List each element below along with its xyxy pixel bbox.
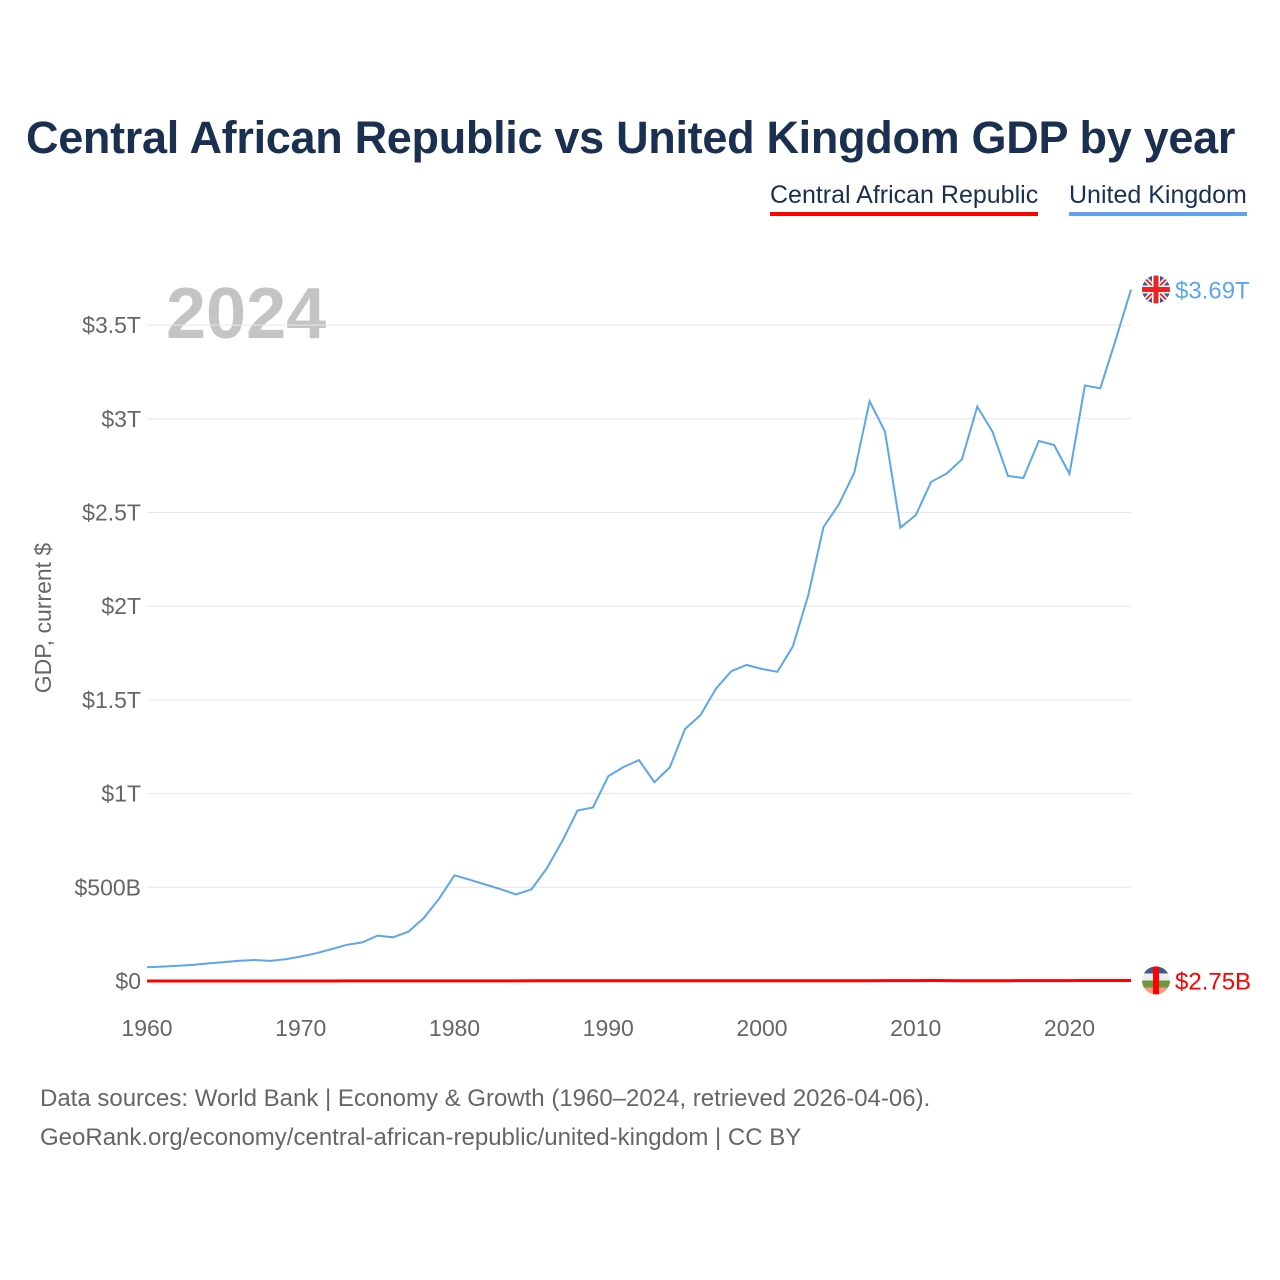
- y-tick-label: $0: [115, 968, 141, 994]
- y-tick-label: $1T: [101, 781, 141, 807]
- united-kingdom-flag-icon: [1142, 275, 1170, 304]
- series-line-united-kingdom: [146, 289, 1132, 969]
- y-tick-label: $2.5T: [82, 500, 141, 526]
- x-tick-label: 2010: [890, 1015, 941, 1041]
- series-line-central-african-republic: [147, 978, 1131, 983]
- source-link[interactable]: GeoRank.org/economy/central-african-repu…: [40, 1124, 802, 1151]
- y-tick-label: $3.5T: [82, 312, 141, 338]
- x-tick-label: 1970: [275, 1015, 326, 1041]
- y-tick-label: $1.5T: [82, 687, 141, 713]
- central-african-republic-flag-icon: [1142, 966, 1170, 995]
- y-tick-label: $2T: [101, 593, 141, 619]
- y-tick-label: $500B: [74, 874, 141, 900]
- end-value-label: $3.69T: [1175, 277, 1250, 304]
- x-tick-label: 2020: [1044, 1015, 1095, 1041]
- x-tick-label: 1960: [121, 1015, 172, 1041]
- y-axis-label: GDP, current $: [30, 543, 56, 694]
- year-watermark: 2024: [166, 274, 326, 354]
- x-tick-label: 2000: [736, 1015, 787, 1041]
- y-tick-label: $3T: [101, 406, 141, 432]
- legend-united-kingdom[interactable]: United Kingdom: [1069, 181, 1247, 216]
- legend-central-african-republic[interactable]: Central African Republic: [770, 181, 1039, 216]
- end-value-label: $2.75B: [1175, 968, 1251, 995]
- x-tick-label: 1980: [429, 1015, 480, 1041]
- chart-title: Central African Republic vs United Kingd…: [26, 112, 1236, 163]
- x-tick-label: 1990: [583, 1015, 634, 1041]
- source-text: Data sources: World Bank | Economy & Gro…: [40, 1085, 931, 1112]
